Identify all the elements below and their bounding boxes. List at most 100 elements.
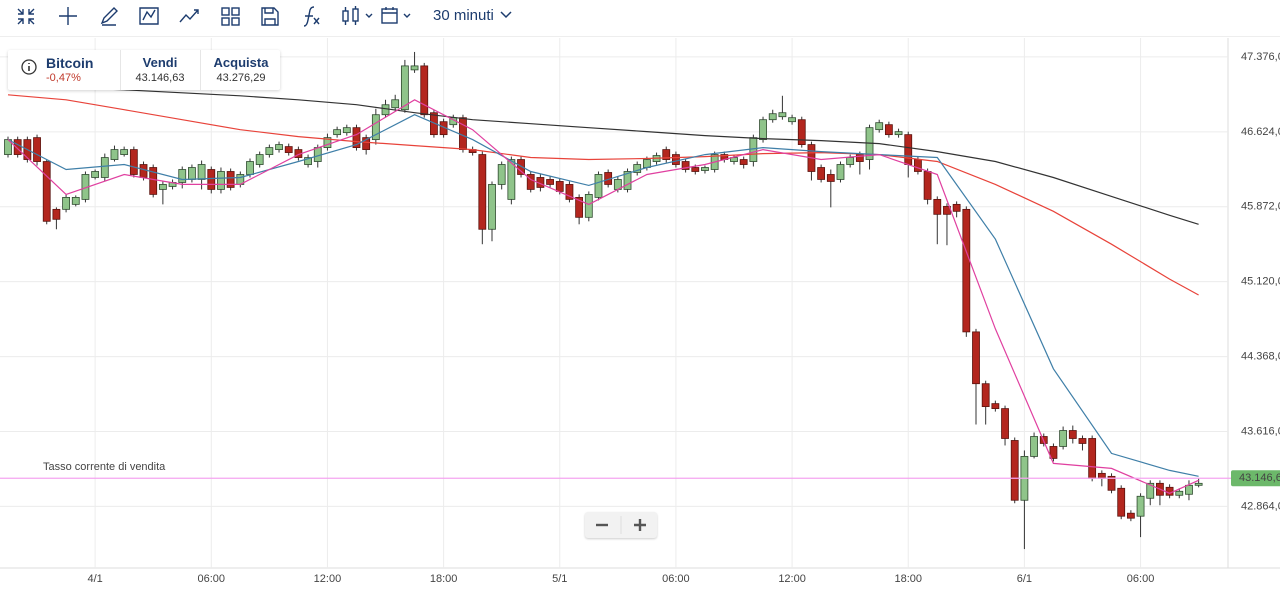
candle-body <box>759 119 767 141</box>
y-tick-label: 45.872,00 <box>1241 201 1280 213</box>
candle-body <box>265 147 274 155</box>
candle-body <box>1049 446 1058 459</box>
candle-body <box>826 174 835 182</box>
candle-body <box>1165 486 1174 496</box>
candle-body <box>914 159 922 172</box>
candle-body <box>672 154 680 165</box>
candle-body <box>430 112 438 136</box>
pen-icon[interactable] <box>100 7 118 26</box>
collapse-icon[interactable] <box>17 8 35 25</box>
x-tick-label: 4/1 <box>87 573 102 585</box>
zoom-in[interactable] <box>634 519 646 531</box>
candle-body <box>894 131 903 136</box>
candle-body <box>352 127 361 148</box>
function-icon[interactable] <box>303 6 320 27</box>
candle-body <box>129 149 138 175</box>
candle-body <box>381 104 390 116</box>
candle-body <box>904 134 913 165</box>
zoom-icons <box>596 516 646 534</box>
buy-label[interactable]: Acquista <box>213 55 269 70</box>
x-tick-label: 6/1 <box>1017 573 1032 585</box>
candle-body <box>575 196 584 218</box>
save-icon[interactable] <box>261 7 279 26</box>
timeframe-label: 30 minuti <box>433 7 494 24</box>
candle-body <box>846 157 855 165</box>
divider <box>200 50 201 90</box>
candle-body <box>778 112 787 118</box>
candle-icon[interactable] <box>342 6 373 25</box>
candle-body <box>991 403 1000 410</box>
sell-label[interactable]: Vendi <box>142 55 178 70</box>
candle-body <box>642 159 651 168</box>
candle-body <box>952 203 961 212</box>
candle-body <box>933 198 942 215</box>
y-tick-label: 44.368,00 <box>1241 351 1280 363</box>
candle-body <box>420 65 429 116</box>
candle-body <box>594 174 603 198</box>
candle-body <box>633 164 642 173</box>
candle-body <box>1107 475 1116 491</box>
x-tick-label: 12:00 <box>314 573 342 585</box>
x-tick-label: 5/1 <box>552 573 567 585</box>
candle-body <box>884 124 893 136</box>
y-tick-label: 43.616,00 <box>1241 425 1280 437</box>
timeframe-selector[interactable]: 30 minuti <box>433 7 512 24</box>
candle-body <box>981 383 990 408</box>
candle-body <box>1078 438 1087 444</box>
x-tick-label: 12:00 <box>778 573 806 585</box>
candle-body <box>962 208 971 333</box>
x-tick-label: 18:00 <box>894 573 922 585</box>
candle-body <box>1175 490 1184 496</box>
candle-body <box>42 161 51 222</box>
sell-price: 43.146,63 <box>135 72 185 84</box>
candle-body <box>1088 438 1097 479</box>
candle-body <box>923 171 932 200</box>
trend-icon[interactable] <box>179 9 199 23</box>
crosshair-icon[interactable] <box>59 7 77 25</box>
candle-body <box>1097 472 1106 479</box>
candle-body <box>526 174 535 190</box>
candle-body <box>1136 495 1145 517</box>
candle-body <box>662 149 671 160</box>
candle-body <box>1001 408 1009 439</box>
instrument-name: Bitcoin <box>46 55 94 71</box>
y-tick-label: 45.120,00 <box>1241 276 1280 288</box>
candle-body <box>207 169 216 190</box>
candle-body <box>1194 482 1203 486</box>
candle-body <box>120 149 129 155</box>
candle-body <box>62 196 70 210</box>
candle-body <box>788 117 796 123</box>
candle-body <box>410 65 419 71</box>
moving-average <box>7 99 1199 494</box>
candle-body <box>188 167 196 180</box>
candle-body <box>1059 430 1068 447</box>
toolbar-icons <box>17 6 411 27</box>
instrument-panel: Bitcoin -0,47% Vendi 43.146,63 Acquista … <box>8 50 280 90</box>
candle-body <box>584 194 593 218</box>
candle-body <box>836 164 845 180</box>
toolbar: 30 minuti <box>0 0 1280 37</box>
candle-body <box>565 184 574 200</box>
moving-average <box>7 94 1199 296</box>
candle-body <box>768 113 777 121</box>
info-icon[interactable] <box>20 58 40 78</box>
candle-body <box>517 159 525 175</box>
candle-body <box>497 164 506 185</box>
candle-body <box>817 167 826 180</box>
y-tick-label: 42.864,00 <box>1241 500 1280 512</box>
x-tick-label: 06:00 <box>1127 573 1155 585</box>
lines-icon[interactable] <box>139 7 159 25</box>
candle-body <box>681 161 690 170</box>
layout-icon[interactable] <box>221 7 240 26</box>
candle-body <box>507 159 516 200</box>
candle-body <box>91 171 100 178</box>
moving-average <box>7 114 1199 477</box>
candle-body <box>33 137 41 162</box>
candle-body <box>1126 512 1135 519</box>
y-tick-label: 47.376,00 <box>1241 51 1280 63</box>
x-tick-label: 18:00 <box>430 573 458 585</box>
candle-body <box>100 157 109 178</box>
calendar-icon[interactable] <box>381 7 411 24</box>
